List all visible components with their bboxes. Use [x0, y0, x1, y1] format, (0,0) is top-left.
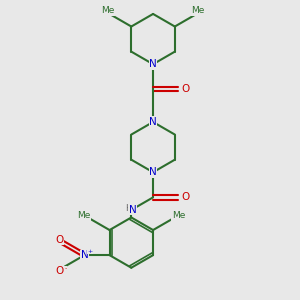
- Text: -: -: [64, 267, 67, 272]
- Text: N: N: [149, 117, 157, 127]
- Text: N: N: [149, 59, 157, 69]
- Text: N: N: [149, 167, 157, 177]
- Text: N: N: [129, 205, 137, 215]
- Text: O: O: [56, 266, 64, 276]
- Text: Me: Me: [101, 6, 115, 15]
- Text: O: O: [182, 192, 190, 203]
- Text: +: +: [87, 249, 93, 254]
- Text: H: H: [125, 204, 132, 213]
- Text: Me: Me: [191, 6, 205, 15]
- Text: N: N: [80, 250, 88, 260]
- Text: Me: Me: [77, 212, 91, 220]
- Text: O: O: [182, 84, 190, 94]
- Text: Me: Me: [172, 212, 185, 220]
- Text: O: O: [56, 235, 64, 244]
